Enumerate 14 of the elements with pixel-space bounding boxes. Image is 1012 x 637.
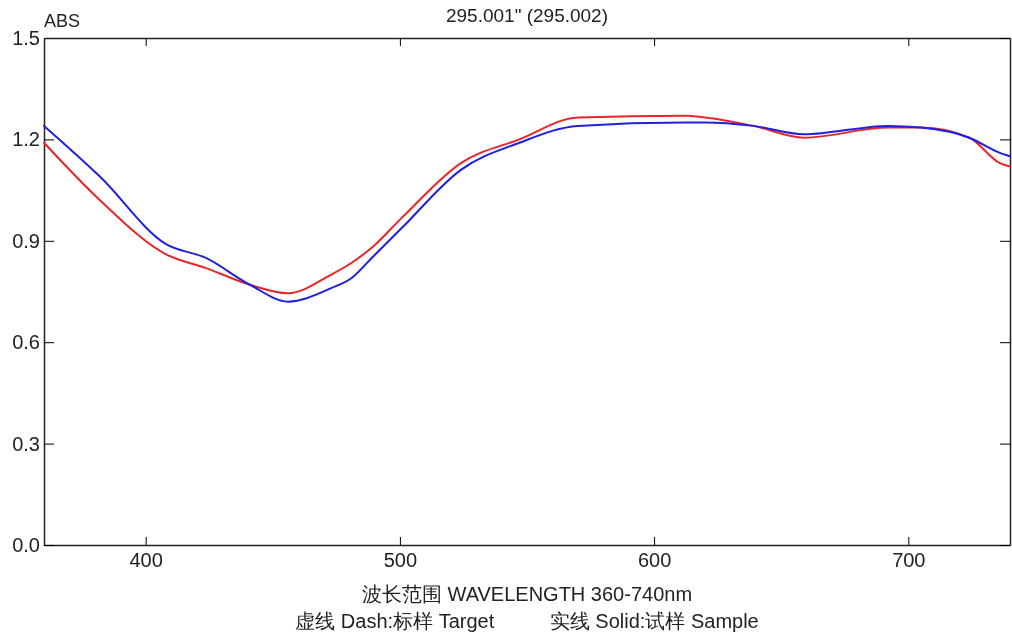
y-tick-label: 0.0	[12, 533, 40, 556]
text: 虚线 Dash:标样 Target 实线 Solid:试样 Sample	[295, 610, 759, 632]
y-tick-label: 0.6	[12, 331, 40, 354]
y-tick-label: 1.5	[12, 26, 40, 49]
x-tick-label: 600	[637, 549, 672, 572]
x-tick-label: 500	[383, 549, 418, 572]
chart-title: 295.001" (295.002)	[445, 5, 609, 26]
x-tick-label: 400	[129, 549, 163, 572]
y-tick-label: 1.2	[12, 128, 40, 151]
y-tick-label: 0.3	[12, 432, 40, 455]
x-tick-label: 700	[892, 549, 926, 572]
y-axis-title: ABS	[44, 11, 81, 31]
y-tick-label: 0.9	[12, 229, 40, 252]
x-axis-title: 波长范围 WAVELENGTH 360-740nm	[361, 583, 693, 605]
